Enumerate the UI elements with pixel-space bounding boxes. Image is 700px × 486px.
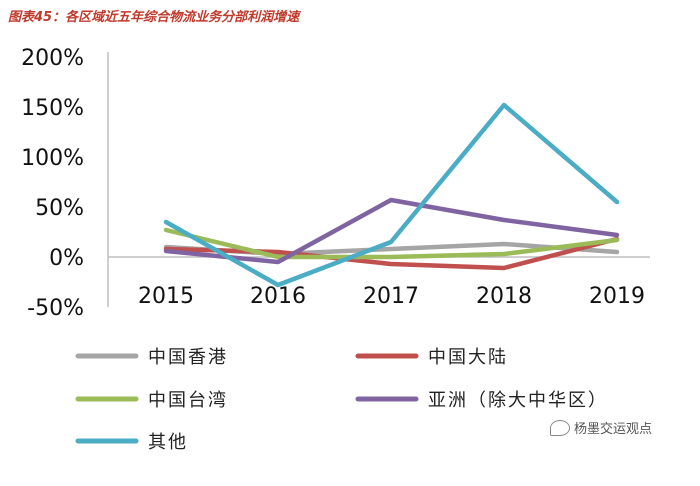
data-point [615,200,619,204]
x-tick-label: 2016 [250,284,306,309]
y-tick-label: -50% [27,296,84,321]
x-tick-label: 2018 [476,284,532,309]
data-point [502,218,506,222]
data-point [502,103,506,107]
legend-label: 中国大陆 [428,347,508,368]
data-point [389,198,393,202]
wechat-icon [549,419,570,436]
y-tick-label: 50% [35,196,84,221]
data-point [389,255,393,259]
chart-axes: -50% 0% 50% 100% 150% 200% 2015 2016 2017 2018 201… [21,46,650,321]
data-point [276,255,280,259]
data-point [502,252,506,256]
y-tick-label: 200% [21,46,84,71]
chart-title: 图表45：各区域近五年综合物流业务分部利润增速 [8,10,300,25]
x-tick-label: 2019 [589,284,645,309]
data-point [389,240,393,244]
legend-label: 其他 [148,432,188,453]
data-point [502,266,506,270]
data-point [615,233,619,237]
data-point [615,250,619,254]
data-point [164,249,168,253]
data-point [276,250,280,254]
data-point [502,242,506,246]
data-point [164,220,168,224]
y-tick-label: 100% [21,146,84,171]
x-tick-label: 2015 [138,284,194,309]
x-tick-label: 2017 [363,284,419,309]
watermark: 杨墨交运观点 [549,418,652,437]
legend-label: 中国台湾 [148,390,228,411]
data-point [389,247,393,251]
chart-series [163,102,620,288]
data-point [164,228,168,232]
legend-label: 中国香港 [148,347,228,368]
data-point [389,262,393,266]
legend-label: 亚洲（除大中华区） [428,390,608,411]
data-point [276,260,280,264]
y-tick-label: 0% [49,246,84,271]
y-tick-label: 150% [21,96,84,121]
watermark-text: 杨墨交运观点 [573,422,652,437]
data-point [615,238,619,242]
data-point [276,283,280,287]
